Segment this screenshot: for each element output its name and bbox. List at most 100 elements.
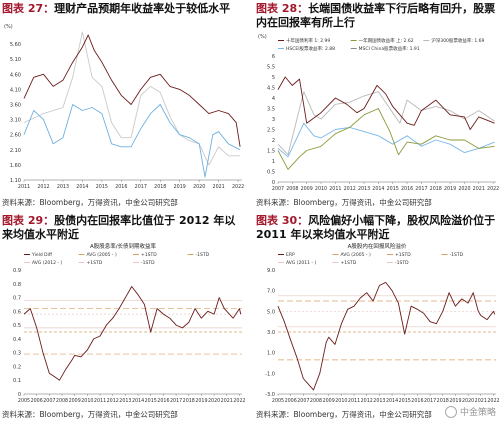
x-tick-label: 2009 (69, 398, 81, 404)
legend-label: -1STD (141, 260, 155, 266)
line-chart: A股股息率/长债到期收益率 Yield Diff AVG (2005 - ) +1ST… (13, 242, 246, 404)
y-tick-label: 2.5 (267, 128, 275, 134)
line-chart: (%) 十年国债利率 1: 2.99 一年期国债收益率 上: 2.62 沪深300股票… (258, 34, 499, 192)
y-tick-label: 0.9 (13, 268, 21, 274)
figure-tag: 图表 27： (2, 2, 55, 15)
line-chart: (%) 1.10 1.60 2.10 2.60 3.10 3.60 4.10 4.60 5.10 5… (4, 24, 244, 190)
x-tick-label: 2012 (107, 398, 119, 404)
chart-panel-29: 图表 29：股债内在回报率比值位于 2012 年以来均值水平附近 A股股息率/长… (0, 212, 246, 422)
y-tick-label: 5.10 (10, 57, 21, 63)
legend-label: AVG (2005 - ) (341, 252, 371, 258)
y-tick-label: 0.1 (13, 378, 21, 384)
x-tick-label: 2020 (208, 398, 220, 404)
x-tick-label: 2013 (358, 186, 370, 192)
series-line (277, 281, 496, 391)
y-tick-label: -3.0 (265, 392, 275, 398)
y-tick-label: 0.8 (13, 282, 21, 288)
x-tick-label: 2012 (361, 398, 373, 404)
legend-label: HSCEI股票收益率: 2.88 (286, 45, 335, 52)
figure-title: 理财产品预期年收益率处于较低水平 (54, 2, 231, 15)
figure-tag: 图表 30： (256, 214, 309, 227)
y-tick-label: 0.6 (13, 309, 21, 315)
x-tick-label: 2012 (344, 186, 356, 192)
y-tick-label: 2 (272, 138, 275, 144)
x-tick-label: 2022 (487, 398, 499, 404)
y-tick-label: 6 (272, 54, 275, 60)
x-tick-label: 2014 (386, 398, 398, 404)
figure-tag: 图表 29： (2, 214, 55, 227)
x-tick-label: 2021 (475, 398, 487, 404)
x-tick-label: 2014 (372, 186, 384, 192)
legend-label: -1STD (450, 252, 464, 258)
source-note: 资料来源：Bloomberg，万得资讯，中金公司研究部 (2, 198, 178, 207)
y-tick-label: 5.5 (267, 65, 275, 71)
y-tick-label: 5.60 (10, 42, 21, 48)
x-tick-label: 2013 (119, 398, 131, 404)
x-tick-label: 2009 (301, 186, 313, 192)
chart-title: 图表 30：风险偏好小幅下降，股权风险溢价位于 2011 年以来均值水平附近 (256, 214, 498, 242)
chart-subtitle: A股股内在回报风险溢价 (348, 242, 407, 250)
x-tick-label: 2016 (115, 184, 127, 190)
x-tick-label: 2019 (449, 398, 461, 404)
x-tick-label: 2016 (157, 398, 169, 404)
x-tick-label: 2019 (174, 184, 186, 190)
y-tick-label: 2.10 (10, 148, 21, 154)
legend-label: 一年期国债收益率 上: 2.62 (359, 37, 414, 44)
y-tick-label: 7.0 (267, 289, 275, 295)
x-tick-label: 2007 (297, 398, 309, 404)
x-tick-label: 2010 (335, 398, 347, 404)
x-tick-label: 2008 (310, 398, 322, 404)
y-tick-label: 0 (272, 180, 275, 186)
y-tick-label: 4.5 (267, 86, 275, 92)
x-tick-label: 2018 (183, 398, 195, 404)
y-tick-label: 1 (272, 159, 275, 165)
y-tick-label: 1.10 (10, 178, 21, 184)
chart-title: 图表 28：长端国债收益率下行后略有回升，股票内在回报率有所上行 (256, 2, 498, 30)
y-tick-label: 3.5 (267, 107, 275, 113)
x-tick-label: 2017 (424, 398, 436, 404)
y-tick-label: 9.0 (267, 268, 275, 274)
chart-panel-30: 图表 30：风险偏好小幅下降，股权风险溢价位于 2011 年以来均值水平附近 A… (254, 212, 500, 422)
series-line (23, 286, 242, 381)
x-tick-label: 2020 (458, 186, 470, 192)
legend-label: ERP (286, 252, 295, 258)
chart-title: 图表 29：股债内在回报率比值位于 2012 年以来均值水平附近 (2, 214, 244, 242)
wechat-icon (444, 405, 457, 418)
x-tick-label: 2008 (286, 186, 298, 192)
y-tick-label: 0.2 (13, 364, 21, 370)
x-tick-label: 2012 (37, 184, 49, 190)
x-tick-label: 2011 (348, 398, 360, 404)
x-tick-label: 2018 (154, 184, 166, 190)
figure-title: 长端国债收益率下行后略有回升，股票内在回报率有所上行 (256, 2, 496, 29)
x-tick-label: 2017 (415, 186, 427, 192)
line-chart: A股股内在回报风险溢价 ERP AVG (2005 - ) +1STD -1STD AVG… (265, 242, 499, 404)
figure-tag: 图表 28： (256, 2, 309, 15)
x-tick-label: 2008 (56, 398, 68, 404)
legend-label: 十年国债利率 1: 2.99 (286, 37, 330, 44)
x-tick-label: 2005 (18, 398, 30, 404)
x-tick-label: 2022 (232, 184, 244, 190)
y-tick-label: 5 (272, 75, 275, 81)
x-tick-label: 2021 (221, 398, 233, 404)
x-tick-label: 2010 (81, 398, 93, 404)
y-tick-label: 4.60 (10, 72, 21, 78)
source-note: 资料来源：Bloomberg，万得资讯，中金公司研究部 (256, 410, 432, 419)
x-tick-label: 2016 (411, 398, 423, 404)
legend-label: MSCI China股票收益率: 1.91 (359, 45, 420, 52)
x-tick-label: 2007 (272, 186, 284, 192)
x-tick-label: 2020 (462, 398, 474, 404)
legend-label: Yield Diff (31, 252, 53, 258)
figure-title: 股债内在回报率比值位于 2012 年以来均值水平附近 (2, 214, 236, 241)
y-tick-label: 1.5 (267, 149, 275, 155)
x-tick-label: 2015 (145, 398, 157, 404)
x-tick-label: 2015 (399, 398, 411, 404)
x-tick-label: 2011 (18, 184, 30, 190)
chart-subtitle: A股股息率/长债到期收益率 (90, 242, 157, 250)
y-tick-label: 3 (272, 117, 275, 123)
chart-panel-28: 图表 28：长端国债收益率下行后略有回升，股票内在回报率有所上行 (%) 十年国债… (254, 0, 500, 210)
legend-label: -1STD (196, 252, 210, 258)
x-tick-label: 2022 (233, 398, 245, 404)
watermark: 中金策略 (444, 405, 496, 418)
x-tick-label: 2007 (43, 398, 55, 404)
x-tick-label: 2011 (94, 398, 106, 404)
